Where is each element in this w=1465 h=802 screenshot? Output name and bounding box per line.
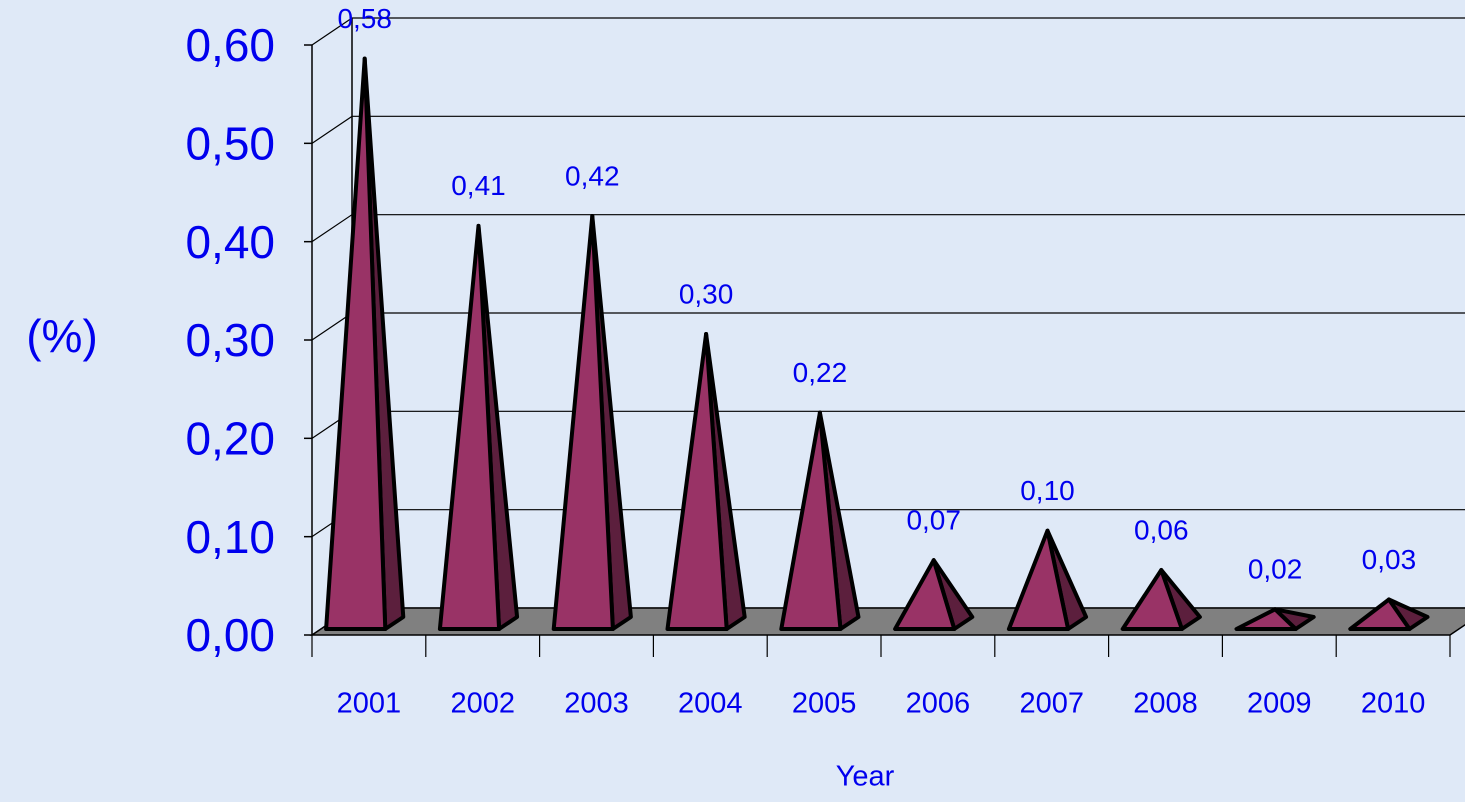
data-label: 0,07 — [906, 505, 961, 536]
x-tick-label: 2008 — [1133, 688, 1198, 720]
grid-line — [311, 17, 1465, 46]
x-tick-label: 2005 — [792, 688, 857, 720]
x-axis-label: Year — [836, 761, 895, 793]
data-label: 0,58 — [337, 3, 392, 34]
bar — [1120, 568, 1184, 631]
y-tick-label: 0,50 — [185, 117, 275, 169]
y-tick-label: 0,10 — [185, 511, 275, 563]
bar — [1234, 607, 1298, 631]
bar — [893, 558, 957, 631]
y-tick-label: 0,00 — [185, 609, 275, 661]
y-tick-label: 0,40 — [185, 216, 275, 268]
x-tick-label: 2010 — [1361, 688, 1426, 720]
grid-line — [311, 214, 1465, 243]
data-label: 0,22 — [793, 357, 848, 388]
grid-line — [311, 115, 1465, 144]
bar — [665, 332, 729, 631]
bar — [779, 410, 843, 631]
data-label: 0,42 — [565, 160, 620, 191]
data-label: 0,02 — [1248, 554, 1303, 585]
data-label: 0,03 — [1362, 544, 1417, 575]
x-tick-label: 2007 — [1019, 688, 1084, 720]
x-tick-label: 2004 — [678, 688, 743, 720]
y-tick-label: 0,60 — [185, 19, 275, 71]
x-tick-label: 2009 — [1247, 688, 1312, 720]
x-tick-label: 2002 — [450, 688, 515, 720]
y-tick-label: 0,30 — [185, 314, 275, 366]
bar — [324, 56, 388, 631]
bar — [1348, 597, 1412, 631]
bar — [437, 223, 502, 631]
data-label: 0,06 — [1134, 514, 1189, 545]
data-label: 0,10 — [1020, 475, 1075, 506]
x-tick-label: 2001 — [337, 688, 402, 720]
bar — [1006, 528, 1071, 631]
bar — [551, 214, 615, 631]
x-tick-label: 2006 — [906, 688, 971, 720]
data-label: 0,41 — [451, 170, 506, 201]
y-axis-label: (%) — [26, 310, 98, 362]
x-tick-label: 2003 — [564, 688, 629, 720]
y-tick-label: 0,20 — [185, 412, 275, 464]
data-label: 0,30 — [679, 278, 734, 309]
